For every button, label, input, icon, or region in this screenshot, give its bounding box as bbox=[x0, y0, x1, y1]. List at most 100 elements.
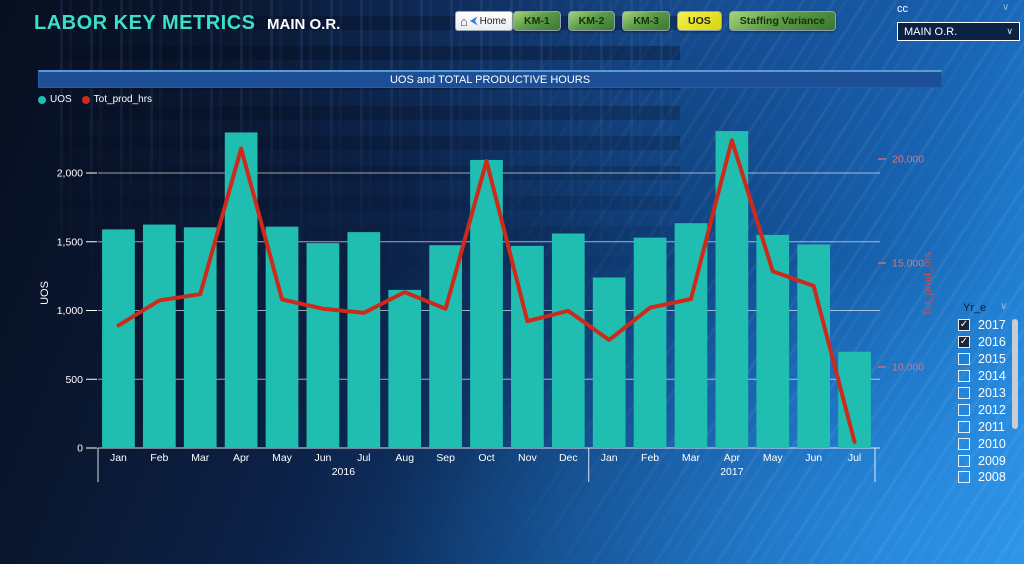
right-axis-tick-label: 20,000 bbox=[892, 154, 924, 166]
year-slicer-list: ✓ 2017 ✓ 2016 2015 2014 2013 2012 2011 2010 2009 20… bbox=[958, 317, 1006, 486]
page-title: LABOR KEY METRICS bbox=[34, 12, 256, 34]
bar-uos-jan-2017[interactable] bbox=[592, 277, 626, 449]
cc-slicer-chevron-icon[interactable]: ∨ bbox=[1002, 2, 1010, 13]
cc-dropdown[interactable]: MAIN O.R. ∨ bbox=[897, 22, 1020, 41]
legend-item-tot-prod-hrs[interactable]: Tot_prod_hrs bbox=[81, 94, 153, 105]
month-label: May bbox=[272, 452, 293, 464]
year-checkbox-item-2014[interactable]: 2014 bbox=[958, 368, 1006, 385]
tot-prod-hrs-legend-dot-icon bbox=[81, 95, 90, 104]
month-label: May bbox=[763, 452, 784, 464]
month-label: Sep bbox=[436, 452, 455, 464]
year-slicer-scrollbar[interactable] bbox=[1012, 319, 1018, 429]
bar-uos-jan-2016[interactable] bbox=[102, 229, 135, 448]
month-label: Mar bbox=[191, 452, 210, 464]
year-slicer-chevron-icon[interactable]: ∨ bbox=[1000, 301, 1008, 312]
checkbox-checked-icon[interactable]: ✓ bbox=[958, 319, 970, 332]
bar-uos-feb-2016[interactable] bbox=[142, 224, 176, 448]
year-label: 2008 bbox=[978, 470, 1006, 485]
year-label: 2014 bbox=[978, 369, 1006, 384]
year-checkbox-item-2017[interactable]: ✓ 2017 bbox=[958, 317, 1006, 334]
year-checkbox-item-2016[interactable]: ✓ 2016 bbox=[958, 334, 1006, 351]
year-checkbox-item-2015[interactable]: 2015 bbox=[958, 351, 1006, 368]
checkbox-unchecked-icon[interactable] bbox=[958, 403, 970, 416]
bar-uos-apr-2016[interactable] bbox=[224, 132, 258, 448]
chevron-down-icon: ∨ bbox=[1006, 26, 1013, 36]
year-label: 2011 bbox=[978, 419, 1005, 434]
month-label: Mar bbox=[682, 452, 701, 464]
month-label: Apr bbox=[724, 452, 741, 464]
month-label: Nov bbox=[518, 452, 537, 464]
legend-label: UOS bbox=[50, 94, 72, 105]
nav-button-staffing-variance[interactable]: Staffing Variance bbox=[728, 11, 836, 31]
bar-uos-jul-2016[interactable] bbox=[347, 232, 381, 448]
right-axis-tick-label: 15,000 bbox=[892, 258, 924, 270]
checkbox-unchecked-icon[interactable] bbox=[958, 353, 970, 366]
checkbox-unchecked-icon[interactable] bbox=[958, 454, 970, 467]
month-label: Apr bbox=[233, 452, 250, 464]
month-label: Jan bbox=[110, 452, 127, 464]
month-label: Feb bbox=[641, 452, 659, 464]
year-label: 2017 bbox=[978, 318, 1006, 333]
legend-item-uos[interactable]: UOS bbox=[38, 94, 72, 105]
year-label: 2013 bbox=[978, 386, 1006, 400]
month-label: Jun bbox=[805, 452, 822, 464]
month-label: Dec bbox=[559, 452, 578, 464]
year-label: 2009 bbox=[978, 453, 1006, 468]
year-checkbox-item-2009[interactable]: 2009 bbox=[958, 452, 1006, 469]
legend-label: Tot_prod_hrs bbox=[93, 94, 153, 105]
bar-uos-feb-2017[interactable] bbox=[633, 237, 667, 448]
checkbox-unchecked-icon[interactable] bbox=[958, 437, 970, 450]
year-checkbox-item-2013[interactable]: 2013 bbox=[958, 385, 1006, 402]
cc-slicer-label: cc bbox=[897, 3, 908, 15]
year-checkbox-item-2008[interactable]: 2008 bbox=[958, 469, 1006, 486]
bar-uos-sep-2016[interactable] bbox=[429, 245, 462, 448]
chart-title: UOS and TOTAL PRODUCTIVE HOURS bbox=[389, 73, 591, 86]
year-group-label: 2017 bbox=[720, 466, 744, 478]
home-button[interactable]: ⌂ ⮜ Home bbox=[455, 11, 514, 31]
bar-uos-dec-2016[interactable] bbox=[551, 233, 585, 449]
year-label: 2016 bbox=[978, 335, 1006, 350]
bar-uos-aug-2016[interactable] bbox=[388, 289, 422, 448]
checkbox-checked-icon[interactable]: ✓ bbox=[958, 336, 970, 349]
left-axis-tick-label: 2,000 bbox=[57, 168, 83, 180]
month-label: Feb bbox=[150, 452, 168, 464]
checkbox-unchecked-icon[interactable] bbox=[958, 471, 970, 484]
back-arrow-icon: ⮜ bbox=[469, 14, 478, 27]
year-checkbox-item-2012[interactable]: 2012 bbox=[958, 401, 1006, 418]
line-tot-prod-hrs[interactable] bbox=[116, 138, 857, 444]
checkbox-unchecked-icon[interactable] bbox=[958, 370, 970, 383]
year-label: 2010 bbox=[978, 436, 1006, 451]
page-subtitle: MAIN O.R. bbox=[267, 16, 341, 33]
chart-title-bar: UOS and TOTAL PRODUCTIVE HOURS bbox=[38, 70, 942, 88]
nav-button-km-1[interactable]: KM-1 bbox=[513, 11, 561, 31]
year-group-label: 2016 bbox=[332, 466, 356, 478]
uos-legend-dot-icon bbox=[38, 95, 46, 104]
bar-uos-jun-2017[interactable] bbox=[797, 244, 831, 449]
bar-uos-mar-2016[interactable] bbox=[183, 227, 217, 448]
checkbox-unchecked-icon[interactable] bbox=[958, 420, 970, 433]
home-button-label: Home bbox=[479, 15, 507, 27]
month-label: Jun bbox=[314, 452, 331, 464]
year-label: 2015 bbox=[978, 352, 1006, 367]
month-label: Aug bbox=[395, 452, 414, 464]
year-label: 2012 bbox=[978, 402, 1006, 417]
nav-button-km-2[interactable]: KM-2 bbox=[567, 11, 616, 31]
month-label: Jul bbox=[357, 452, 370, 464]
bar-uos-jun-2016[interactable] bbox=[306, 243, 340, 448]
nav-button-km-3[interactable]: KM-3 bbox=[622, 11, 671, 31]
nav-button-uos[interactable]: UOS bbox=[677, 11, 722, 31]
year-checkbox-item-2010[interactable]: 2010 bbox=[958, 435, 1006, 452]
left-axis-tick-label: 500 bbox=[65, 374, 83, 386]
month-label: Oct bbox=[478, 452, 494, 464]
home-icon: ⌂ bbox=[460, 13, 468, 29]
year-slicer-label: Yr_e bbox=[963, 302, 987, 314]
month-label: Jan bbox=[601, 452, 618, 464]
cc-dropdown-value: MAIN O.R. bbox=[904, 25, 958, 38]
year-checkbox-item-2011[interactable]: 2011 bbox=[958, 418, 1006, 435]
month-label: Jul bbox=[848, 452, 861, 464]
left-axis-tick-label: 0 bbox=[77, 443, 83, 455]
right-axis-tick-label: 10,000 bbox=[892, 362, 924, 374]
right-axis-title: Tot_prod_hrs bbox=[922, 251, 934, 316]
checkbox-unchecked-icon[interactable] bbox=[958, 387, 970, 399]
